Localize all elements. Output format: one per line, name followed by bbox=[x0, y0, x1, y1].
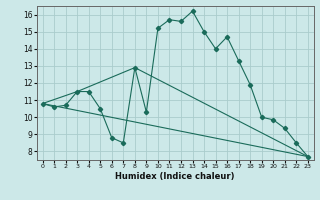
X-axis label: Humidex (Indice chaleur): Humidex (Indice chaleur) bbox=[116, 172, 235, 181]
